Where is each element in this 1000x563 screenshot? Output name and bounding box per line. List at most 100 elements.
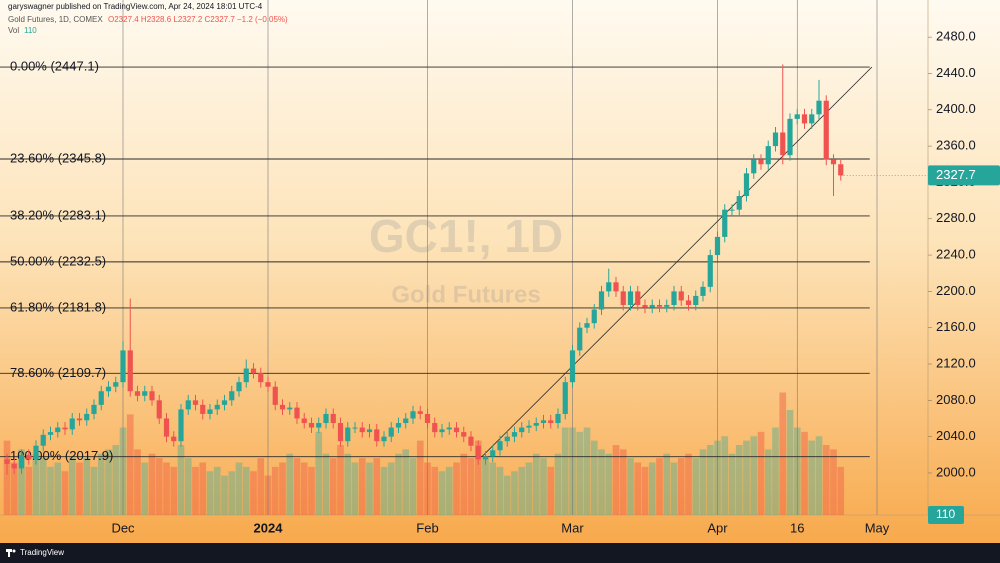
candle-body — [243, 368, 249, 383]
candle-body — [772, 132, 779, 147]
volume-bar — [808, 440, 816, 515]
volume-bar — [409, 458, 417, 515]
candle-body — [69, 418, 75, 430]
candle-body — [693, 295, 699, 305]
candle-body — [685, 300, 692, 305]
candle-body — [18, 454, 25, 469]
candle-body — [569, 350, 576, 383]
volume-bar — [155, 458, 163, 515]
volume-bar — [445, 466, 453, 515]
candle-body — [555, 413, 561, 424]
volume-bar — [590, 440, 598, 515]
volume-bar — [148, 453, 156, 515]
last-volume-box — [928, 506, 964, 524]
fib-label: 78.60% (2109.7) — [10, 365, 106, 380]
volume-bar — [641, 466, 649, 515]
candle-body — [120, 350, 126, 383]
volume-bar — [699, 449, 707, 515]
volume-bar — [315, 431, 323, 515]
candle-body — [497, 441, 503, 451]
volume-bar — [677, 458, 685, 515]
candle-body — [171, 436, 177, 442]
volume-bar — [322, 453, 330, 515]
fib-label: 38.20% (2283.1) — [10, 207, 106, 222]
candle-body — [40, 434, 46, 446]
candle-body — [84, 413, 90, 421]
y-tick-label: 2080.0 — [936, 392, 976, 407]
volume-bar — [728, 453, 736, 515]
candle-body — [33, 445, 39, 460]
candle-body — [714, 236, 721, 256]
y-tick-label: 2160.0 — [936, 319, 976, 334]
candle-body — [229, 391, 235, 401]
candle-body — [743, 173, 750, 197]
candle-body — [482, 456, 489, 460]
volume-bar — [830, 449, 837, 515]
volume-bar — [32, 453, 40, 515]
candle-body — [787, 118, 793, 156]
candle-body — [236, 382, 242, 392]
candle-body — [635, 291, 641, 305]
symbol-line: Gold Futures, 1D, COMEX — [8, 15, 103, 24]
candle-body — [504, 436, 510, 442]
volume-bar — [670, 462, 678, 515]
volume-bar — [308, 466, 315, 515]
candle-body — [250, 368, 257, 374]
volume-bar — [279, 462, 286, 515]
volume-bar — [61, 471, 69, 515]
volume-bar — [90, 466, 98, 515]
volume-bar — [25, 466, 33, 515]
volume-bar — [511, 471, 518, 515]
volume-bar — [482, 458, 489, 515]
candle-body — [279, 404, 286, 410]
volume-bar — [822, 445, 830, 515]
candle-body — [207, 409, 213, 414]
candle-body — [265, 382, 271, 387]
candle-body — [142, 391, 148, 396]
volume-bar — [250, 471, 257, 515]
candle-body — [294, 407, 300, 419]
volume-bar — [663, 453, 671, 515]
last-volume-label: 110 — [936, 507, 955, 521]
candle-body — [330, 413, 336, 424]
candle-body — [374, 429, 380, 442]
candle-body — [598, 291, 605, 310]
volume-bar — [235, 462, 243, 515]
volume-bar — [293, 458, 301, 515]
volume-bar — [561, 427, 569, 515]
volume-bar — [76, 462, 83, 515]
volume-bar — [467, 458, 475, 515]
footer-brand: TradingView — [20, 548, 64, 557]
watermark-name: Gold Futures — [391, 281, 540, 308]
candle-body — [591, 309, 597, 324]
volume-bar — [416, 440, 424, 515]
volume-bar — [83, 458, 91, 515]
volume-bar — [387, 462, 395, 515]
candle-body — [562, 382, 568, 414]
volume-bar — [351, 462, 359, 515]
candle-body — [475, 445, 481, 460]
last-price-box — [928, 165, 1000, 186]
volume-bar — [735, 445, 743, 515]
y-tick-label: 2240.0 — [936, 246, 976, 261]
volume-bar — [801, 431, 808, 515]
volume-bar — [554, 453, 562, 515]
volume-bar — [692, 458, 700, 515]
candle-body — [678, 291, 684, 301]
candle-body — [468, 436, 474, 446]
candle-body — [548, 420, 554, 424]
candle-body — [801, 114, 808, 124]
volume-bar — [366, 462, 373, 515]
volume-bar — [474, 440, 482, 515]
volume-bar — [126, 414, 134, 515]
candle-body — [47, 432, 54, 435]
volume-bar — [206, 471, 214, 515]
x-tick-label: 2024 — [254, 520, 284, 535]
volume-bar — [97, 453, 105, 515]
volume-bar — [619, 449, 627, 515]
candle-body — [780, 132, 786, 156]
volume-bar — [380, 466, 388, 515]
volume-bar — [764, 449, 772, 515]
volume-bar — [39, 458, 47, 515]
